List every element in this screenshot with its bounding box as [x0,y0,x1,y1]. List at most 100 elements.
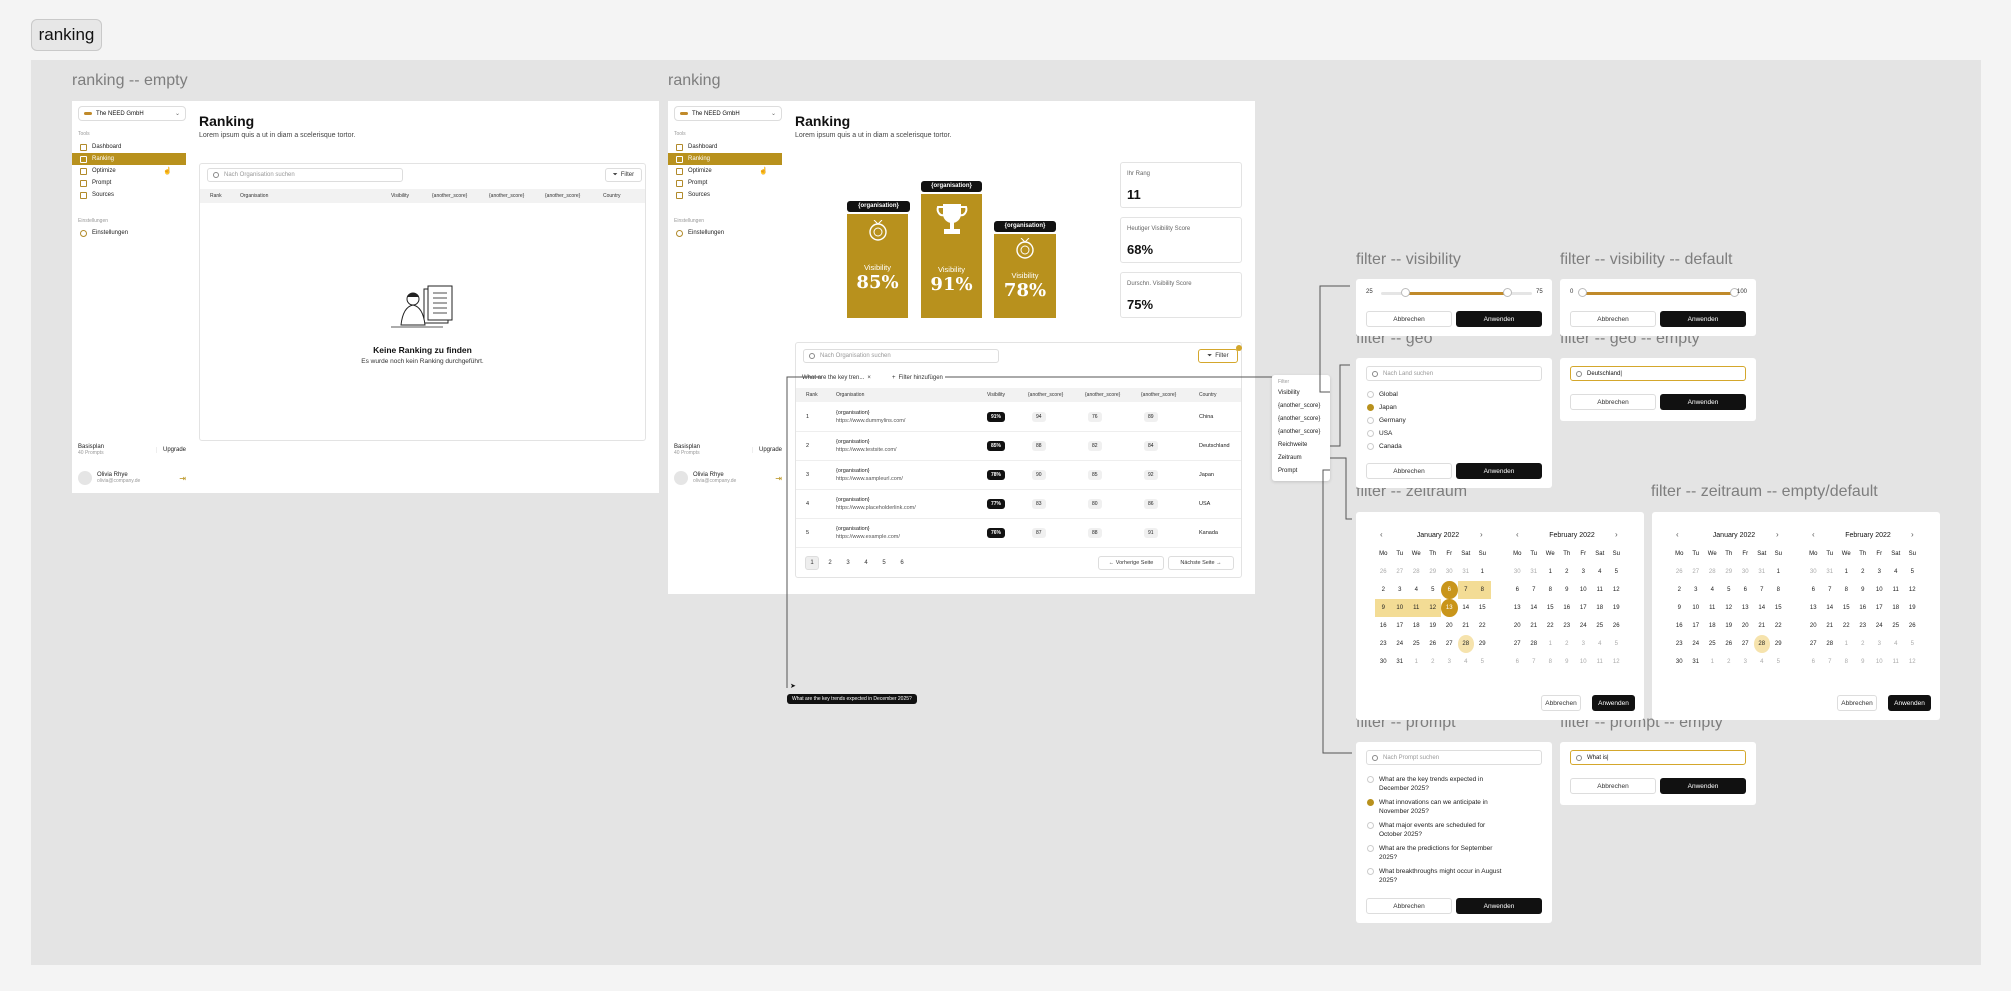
calendar-day[interactable]: 12 [1908,587,1916,593]
calendar-day[interactable]: 27 [1809,641,1817,647]
calendar-day[interactable]: 3 [1581,641,1585,647]
calendar-day[interactable]: 8 [1548,587,1552,593]
calendar-day[interactable]: 30 [1445,569,1453,575]
calendar-day[interactable]: 4 [1598,569,1602,575]
logout-icon[interactable]: ⇥ [179,473,186,483]
sidebar-item-sources[interactable]: Sources [72,189,186,201]
calendar-day[interactable]: 14 [1530,605,1538,611]
chevron-right-icon[interactable]: › [1911,530,1914,539]
calendar-day[interactable]: 4 [1760,659,1764,665]
calendar-day[interactable]: 10 [1692,605,1700,611]
sidebar-item-dashboard[interactable]: Dashboard [668,141,782,153]
calendar-day[interactable]: 12 [1725,605,1733,611]
calendar-day[interactable]: 17 [1875,605,1883,611]
calendar-day[interactable]: 22 [1842,623,1850,629]
search-input[interactable]: Nach Organisation suchen [803,349,999,363]
calendar-day[interactable]: 13 [1809,605,1817,611]
slider-max-handle[interactable] [1503,288,1513,297]
calendar-day[interactable]: 3 [1694,587,1698,593]
next-page-button[interactable]: Nächste Seite → [1168,556,1234,570]
calendar-day[interactable]: 24 [1579,623,1587,629]
calendar-day[interactable]: 3 [1447,659,1451,665]
page-5[interactable]: 5 [882,560,886,566]
calendar-day[interactable]: 4 [1598,641,1602,647]
apply-button[interactable]: Anwenden [1456,311,1542,327]
filter-menu-item-score-2[interactable]: {another_score} [1278,415,1321,422]
sidebar-item-prompt[interactable]: Prompt [72,177,186,189]
calendar-day[interactable]: 6 [1811,587,1815,593]
calendar-day[interactable]: 26 [1908,623,1916,629]
sidebar-item-dashboard[interactable]: Dashboard [72,141,186,153]
prompt-option[interactable]: What breakthroughs might occur in August… [1367,867,1507,885]
calendar-day[interactable]: 7 [1532,587,1536,593]
calendar-day[interactable]: 24 [1875,623,1883,629]
calendar-day[interactable]: 17 [1579,605,1587,611]
calendar-day[interactable]: 3 [1581,569,1585,575]
calendar-day[interactable]: 2 [1727,659,1731,665]
country-option-usa[interactable]: USA [1367,429,1406,438]
country-search-input[interactable]: Nach Land suchen [1366,366,1542,381]
calendar-day[interactable]: 4 [1464,659,1468,665]
calendar-day[interactable]: 15 [1842,605,1850,611]
sidebar-item-optimize[interactable]: Optimize ☝ [72,165,186,177]
calendar-day[interactable]: 8 [1844,659,1848,665]
org-selector[interactable]: The NEED GmbH ⌄ [674,106,782,121]
page-4[interactable]: 4 [864,560,868,566]
calendar-day[interactable]: 27 [1445,641,1453,647]
calendar-day[interactable]: 8 [1844,587,1848,593]
calendar-day[interactable]: 10 [1579,659,1587,665]
calendar-day[interactable]: 19 [1908,605,1916,611]
filter-button[interactable]: ⏷ Filter [605,168,642,182]
calendar-day[interactable]: 30 [1513,569,1521,575]
search-input[interactable]: Nach Organisation suchen [207,168,403,182]
calendar-day[interactable]: 19 [1429,623,1437,629]
calendar-day[interactable]: 20 [1513,623,1521,629]
calendar-day[interactable]: 2 [1861,569,1865,575]
calendar-day[interactable]: 23 [1379,641,1387,647]
apply-button[interactable]: Anwenden [1592,695,1635,711]
prompt-search-input[interactable]: Nach Prompt suchen [1366,750,1542,765]
page-tag[interactable]: ranking [31,19,102,51]
calendar-day[interactable]: 26 [1725,641,1733,647]
calendar-day[interactable]: 5 [1614,569,1618,575]
calendar-day[interactable]: 5 [1910,641,1914,647]
calendar-day[interactable]: 14 [1826,605,1834,611]
calendar-day[interactable]: 30 [1379,659,1387,665]
calendar-day[interactable]: 9 [1565,659,1569,665]
calendar-day[interactable]: 22 [1774,623,1782,629]
filter-menu-item-score-1[interactable]: {another_score} [1278,402,1321,409]
slider-min-handle[interactable] [1577,288,1587,297]
calendar-day[interactable]: 5 [1776,659,1780,665]
apply-button[interactable]: Anwenden [1888,695,1931,711]
calendar-day[interactable]: 12 [1424,599,1441,617]
calendar-day[interactable]: 21 [1530,623,1538,629]
cancel-button[interactable]: Abbrechen [1837,695,1877,711]
calendar-day[interactable]: 10 [1579,587,1587,593]
sidebar-item-settings[interactable]: Einstellungen [72,227,186,239]
cancel-button[interactable]: Abbrechen [1570,394,1656,410]
calendar-day[interactable]: 7 [1828,659,1832,665]
calendar-day[interactable]: 10 [1875,587,1883,593]
chevron-right-icon[interactable]: › [1480,530,1483,539]
calendar-day[interactable]: 2 [1431,659,1435,665]
calendar-day[interactable]: 1 [1710,659,1714,665]
calendar-day[interactable]: 5 [1727,587,1731,593]
chevron-right-icon[interactable]: › [1776,530,1779,539]
calendar-day[interactable]: 29 [1429,569,1437,575]
table-row[interactable]: 4 {organisation} https://www.placeholder… [796,490,1241,519]
prompt-search-input[interactable]: What is| [1570,750,1746,765]
calendar-day[interactable]: 8 [1548,659,1552,665]
calendar-day[interactable]: 31 [1692,659,1700,665]
calendar-day[interactable]: 10 [1875,659,1883,665]
calendar-day[interactable]: 28 [1530,641,1538,647]
calendar-day[interactable]: 16 [1675,623,1683,629]
calendar-day[interactable]: 14 [1758,605,1766,611]
calendar-day[interactable]: 27 [1396,569,1404,575]
sidebar-item-sources[interactable]: Sources [668,189,782,201]
calendar-day[interactable]: 1 [1548,641,1552,647]
calendar-day[interactable]: 5 [1910,569,1914,575]
calendar-day[interactable]: 26 [1675,569,1683,575]
calendar-day[interactable]: 23 [1859,623,1867,629]
calendar-day[interactable]: 18 [1412,623,1420,629]
calendar-day[interactable]: 27 [1741,641,1749,647]
